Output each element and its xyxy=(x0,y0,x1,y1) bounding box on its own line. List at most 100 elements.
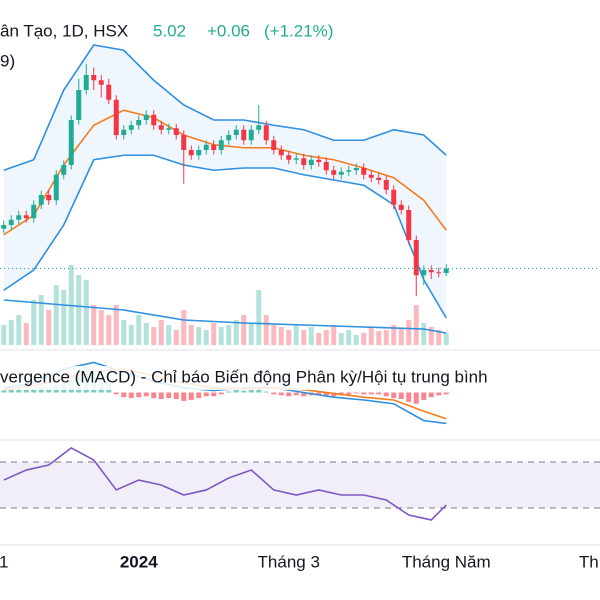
volume-bar xyxy=(143,323,149,345)
candle-body xyxy=(121,129,127,135)
volume-bar xyxy=(241,315,247,345)
candle-body xyxy=(398,204,404,210)
candle-body xyxy=(188,150,194,156)
macd-histogram-bar xyxy=(188,392,194,400)
volume-bar xyxy=(61,290,67,345)
change-pct: (+1.21%) xyxy=(264,21,333,40)
volume-bar xyxy=(76,275,82,345)
candle-body xyxy=(338,171,344,175)
volume-bar xyxy=(181,310,187,345)
candle-body xyxy=(128,125,134,130)
candle-body xyxy=(151,114,157,126)
candle-body xyxy=(263,125,269,141)
volume-bar xyxy=(368,327,374,345)
candle-body xyxy=(428,270,434,273)
volume-bar xyxy=(136,315,142,345)
macd-histogram-bar xyxy=(248,389,254,393)
macd-histogram-bar xyxy=(428,392,434,398)
volume-bar xyxy=(31,300,37,345)
macd-histogram-bar xyxy=(323,392,329,396)
candle-body xyxy=(16,215,22,220)
macd-histogram-bar xyxy=(166,392,172,399)
macd-histogram-bar xyxy=(8,389,14,393)
volume-bar xyxy=(173,330,179,345)
macd-histogram-bar xyxy=(301,392,307,397)
macd-histogram-bar xyxy=(31,387,37,393)
candle-body xyxy=(301,158,307,165)
x-tick-label: Tháng Năm xyxy=(402,552,491,571)
volume-bar xyxy=(353,335,359,345)
macd-histogram-bar xyxy=(256,388,262,393)
macd-histogram-bar xyxy=(443,392,449,395)
macd-histogram-bar xyxy=(436,392,442,396)
candle-body xyxy=(286,155,292,160)
macd-histogram-bar xyxy=(391,392,397,399)
volume-bar xyxy=(271,325,277,345)
candle-body xyxy=(353,168,359,171)
rsi-line xyxy=(3,447,447,521)
volume-bar xyxy=(263,315,269,345)
candle-body xyxy=(106,84,112,100)
macd-histogram-bar xyxy=(151,392,157,399)
volume-bar xyxy=(248,323,254,345)
candle-body xyxy=(91,75,97,81)
volume-bar xyxy=(226,325,232,345)
candle-body xyxy=(143,114,149,120)
candle-body xyxy=(38,195,44,205)
candle-body xyxy=(293,158,299,160)
indicator-line xyxy=(3,109,447,236)
macd-histogram-bar xyxy=(346,392,352,395)
candle-body xyxy=(8,219,14,225)
candle-body xyxy=(31,204,37,219)
candle-body xyxy=(1,225,7,229)
candle-body xyxy=(241,129,247,141)
volume-bar xyxy=(203,330,209,345)
volume-bar xyxy=(38,295,44,345)
volume-bar xyxy=(98,310,104,345)
macd-histogram-bar xyxy=(383,392,389,397)
macd-histogram-bar xyxy=(421,392,427,400)
volume-bar xyxy=(398,329,404,345)
volume-bar xyxy=(361,333,367,345)
candle-body xyxy=(331,170,337,175)
candle-body xyxy=(346,170,352,172)
volume-bar xyxy=(413,305,419,345)
macd-histogram-bar xyxy=(203,392,209,397)
volume-bar xyxy=(113,305,119,345)
macd-histogram-bar xyxy=(226,391,232,393)
macd-histogram-bar xyxy=(23,389,29,393)
volume-bar xyxy=(23,323,29,345)
macd-histogram-bar xyxy=(353,392,359,394)
candle-body xyxy=(376,177,382,180)
volume-bar xyxy=(391,325,397,345)
candle-body xyxy=(68,120,74,165)
volume-ma-line xyxy=(3,299,447,334)
macd-histogram-bar xyxy=(286,392,292,397)
macd-histogram-bar xyxy=(46,387,52,393)
indicator-line xyxy=(3,44,447,172)
candle-body xyxy=(53,174,59,201)
pane-title: vergence (MACD) - Chỉ báo Biến động Phân… xyxy=(0,367,488,386)
candle-body xyxy=(203,144,209,150)
macd-histogram-bar xyxy=(376,392,382,395)
candle-body xyxy=(98,80,104,85)
volume-bar xyxy=(158,320,164,345)
macd-histogram-bar xyxy=(361,392,367,395)
candle-body xyxy=(323,162,329,171)
candle-body xyxy=(61,165,67,175)
candle-body xyxy=(361,168,367,175)
x-tick-label: Th xyxy=(579,552,599,571)
volume-bar xyxy=(166,325,172,345)
macd-histogram-bar xyxy=(173,392,179,400)
candle-body xyxy=(136,120,142,126)
symbol: ân Tạo, 1D, HSX xyxy=(0,21,128,40)
volume-bar xyxy=(338,333,344,345)
macd-histogram-bar xyxy=(113,392,119,395)
volume-bar xyxy=(316,333,322,345)
candle-body xyxy=(218,140,224,150)
volume-bar xyxy=(436,330,442,345)
candle-body xyxy=(181,135,187,150)
candle-body xyxy=(166,128,172,130)
volume-bar xyxy=(211,323,217,345)
